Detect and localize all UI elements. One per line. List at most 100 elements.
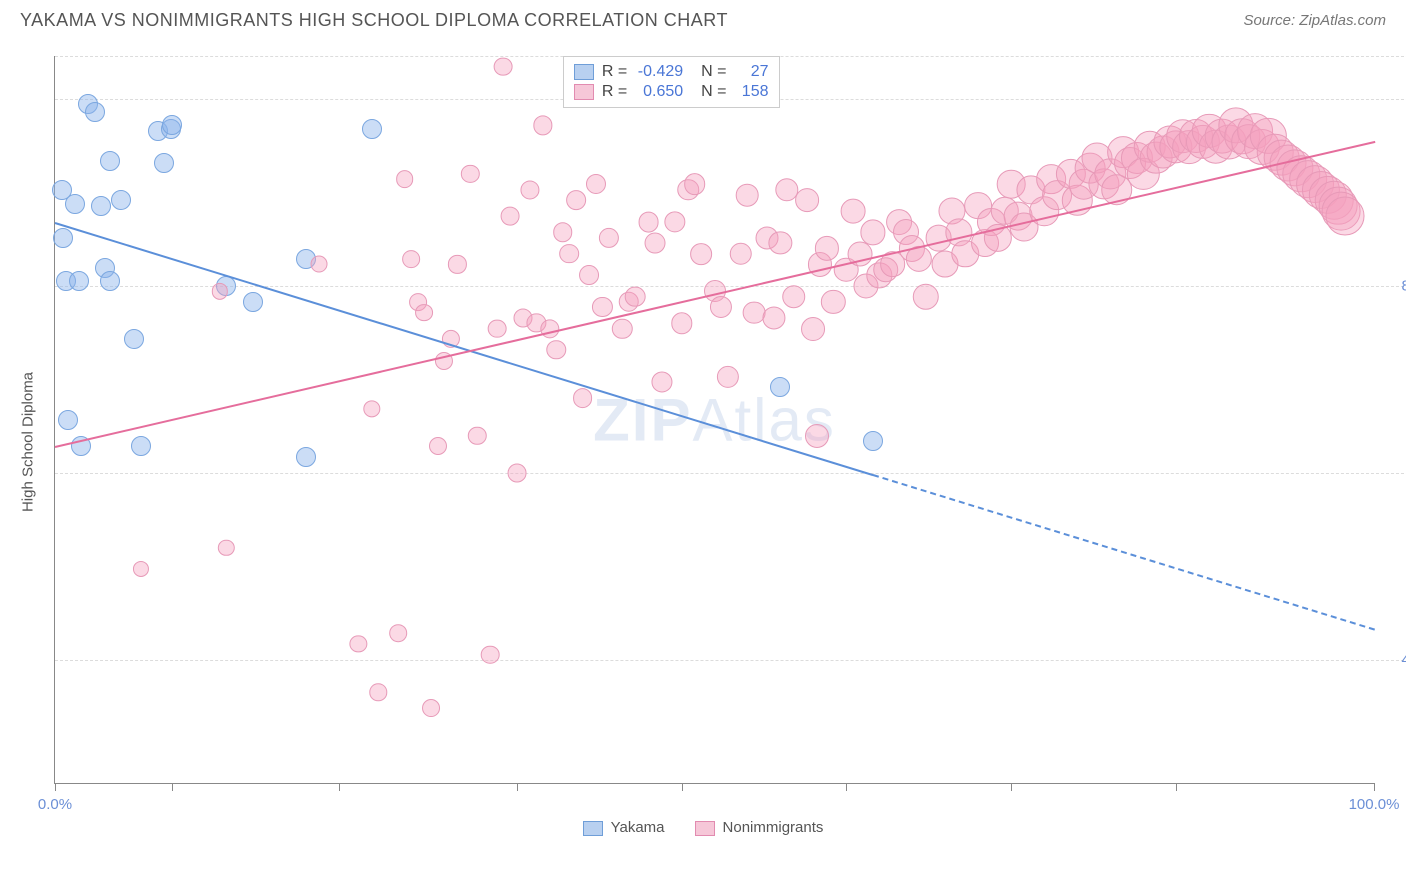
data-point	[860, 220, 885, 245]
x-tick	[1176, 783, 1177, 791]
chart-title: YAKAMA VS NONIMMIGRANTS HIGH SCHOOL DIPL…	[20, 10, 728, 31]
watermark: ZIPAtlas	[593, 385, 836, 454]
legend-swatch	[574, 64, 594, 80]
data-point	[131, 436, 151, 456]
legend-swatch	[695, 821, 715, 836]
data-point	[1036, 164, 1066, 194]
x-tick	[682, 783, 683, 791]
data-point	[1244, 129, 1280, 165]
data-point	[1153, 125, 1186, 158]
trend-line	[872, 474, 1374, 631]
data-point	[625, 286, 646, 307]
data-point	[494, 57, 513, 76]
data-point	[1322, 192, 1361, 231]
data-point	[95, 258, 115, 278]
data-point	[243, 292, 263, 312]
data-point	[801, 317, 825, 341]
legend-bottom: YakamaNonimmigrants	[16, 819, 1390, 836]
stat-value: 0.650	[635, 83, 683, 101]
data-point	[310, 256, 327, 273]
data-point	[546, 340, 565, 359]
data-point	[350, 635, 367, 652]
data-point	[362, 119, 382, 139]
stat-key: N =	[701, 83, 726, 101]
data-point	[997, 170, 1026, 199]
data-point	[1127, 157, 1159, 189]
data-point	[710, 296, 732, 318]
data-point	[162, 115, 182, 135]
data-point	[553, 223, 573, 243]
data-point	[1172, 130, 1206, 164]
data-point	[912, 283, 938, 309]
data-point	[599, 228, 619, 248]
data-point	[1121, 142, 1153, 174]
data-point	[671, 313, 692, 334]
data-point	[111, 190, 131, 210]
data-point	[1134, 131, 1167, 164]
data-point	[1296, 165, 1334, 203]
data-point	[218, 540, 234, 556]
data-point	[148, 121, 168, 141]
data-point	[964, 192, 992, 220]
data-point	[1250, 118, 1286, 154]
data-point	[1146, 136, 1179, 169]
data-point	[91, 196, 111, 216]
data-point	[684, 173, 706, 195]
data-point	[762, 306, 785, 329]
data-point	[296, 447, 316, 467]
data-point	[52, 180, 72, 200]
data-point	[1140, 141, 1173, 174]
data-point	[396, 170, 414, 188]
x-tick	[1374, 783, 1375, 791]
data-point	[53, 228, 73, 248]
data-point	[501, 207, 520, 226]
data-point	[1095, 158, 1126, 189]
x-tick	[339, 783, 340, 791]
data-point	[1231, 124, 1267, 160]
y-axis-label: High School Diploma	[20, 372, 37, 512]
data-point	[422, 699, 440, 717]
data-point	[717, 366, 739, 388]
data-point	[1056, 158, 1086, 188]
data-point	[805, 424, 829, 448]
gridline	[55, 473, 1406, 474]
data-point	[161, 119, 181, 139]
data-point	[100, 271, 120, 291]
data-point	[1263, 139, 1300, 176]
data-point	[664, 211, 685, 232]
x-tick	[517, 783, 518, 791]
data-point	[1114, 147, 1146, 179]
x-tick-label: 100.0%	[1349, 796, 1400, 813]
data-point	[1198, 130, 1233, 165]
legend-item: Nonimmigrants	[695, 819, 824, 836]
data-point	[756, 226, 779, 249]
data-point	[841, 199, 866, 224]
source-label: Source: ZipAtlas.com	[1243, 12, 1386, 29]
data-point	[1302, 171, 1340, 209]
data-point	[579, 265, 599, 285]
plot-area: ZIPAtlas 47.5%82.5%0.0%100.0%R =-0.429N …	[54, 56, 1374, 784]
data-point	[1325, 197, 1364, 236]
stat-value: -0.429	[635, 63, 683, 81]
data-point	[488, 319, 507, 338]
stats-row: R =0.650N =158	[574, 83, 769, 101]
data-point	[586, 174, 606, 194]
data-point	[770, 377, 790, 397]
data-point	[690, 243, 712, 265]
data-point	[677, 179, 699, 201]
data-point	[743, 301, 766, 324]
data-point	[863, 431, 883, 451]
data-point	[124, 329, 144, 349]
data-point	[1309, 176, 1347, 214]
data-point	[945, 219, 972, 246]
data-point	[69, 271, 89, 291]
data-point	[612, 318, 632, 338]
data-point	[645, 233, 666, 254]
data-point	[1108, 136, 1140, 168]
data-point	[520, 180, 539, 199]
data-point	[1010, 213, 1039, 242]
data-point	[560, 244, 580, 264]
data-point	[925, 224, 952, 251]
data-point	[527, 314, 546, 333]
data-point	[736, 184, 759, 207]
